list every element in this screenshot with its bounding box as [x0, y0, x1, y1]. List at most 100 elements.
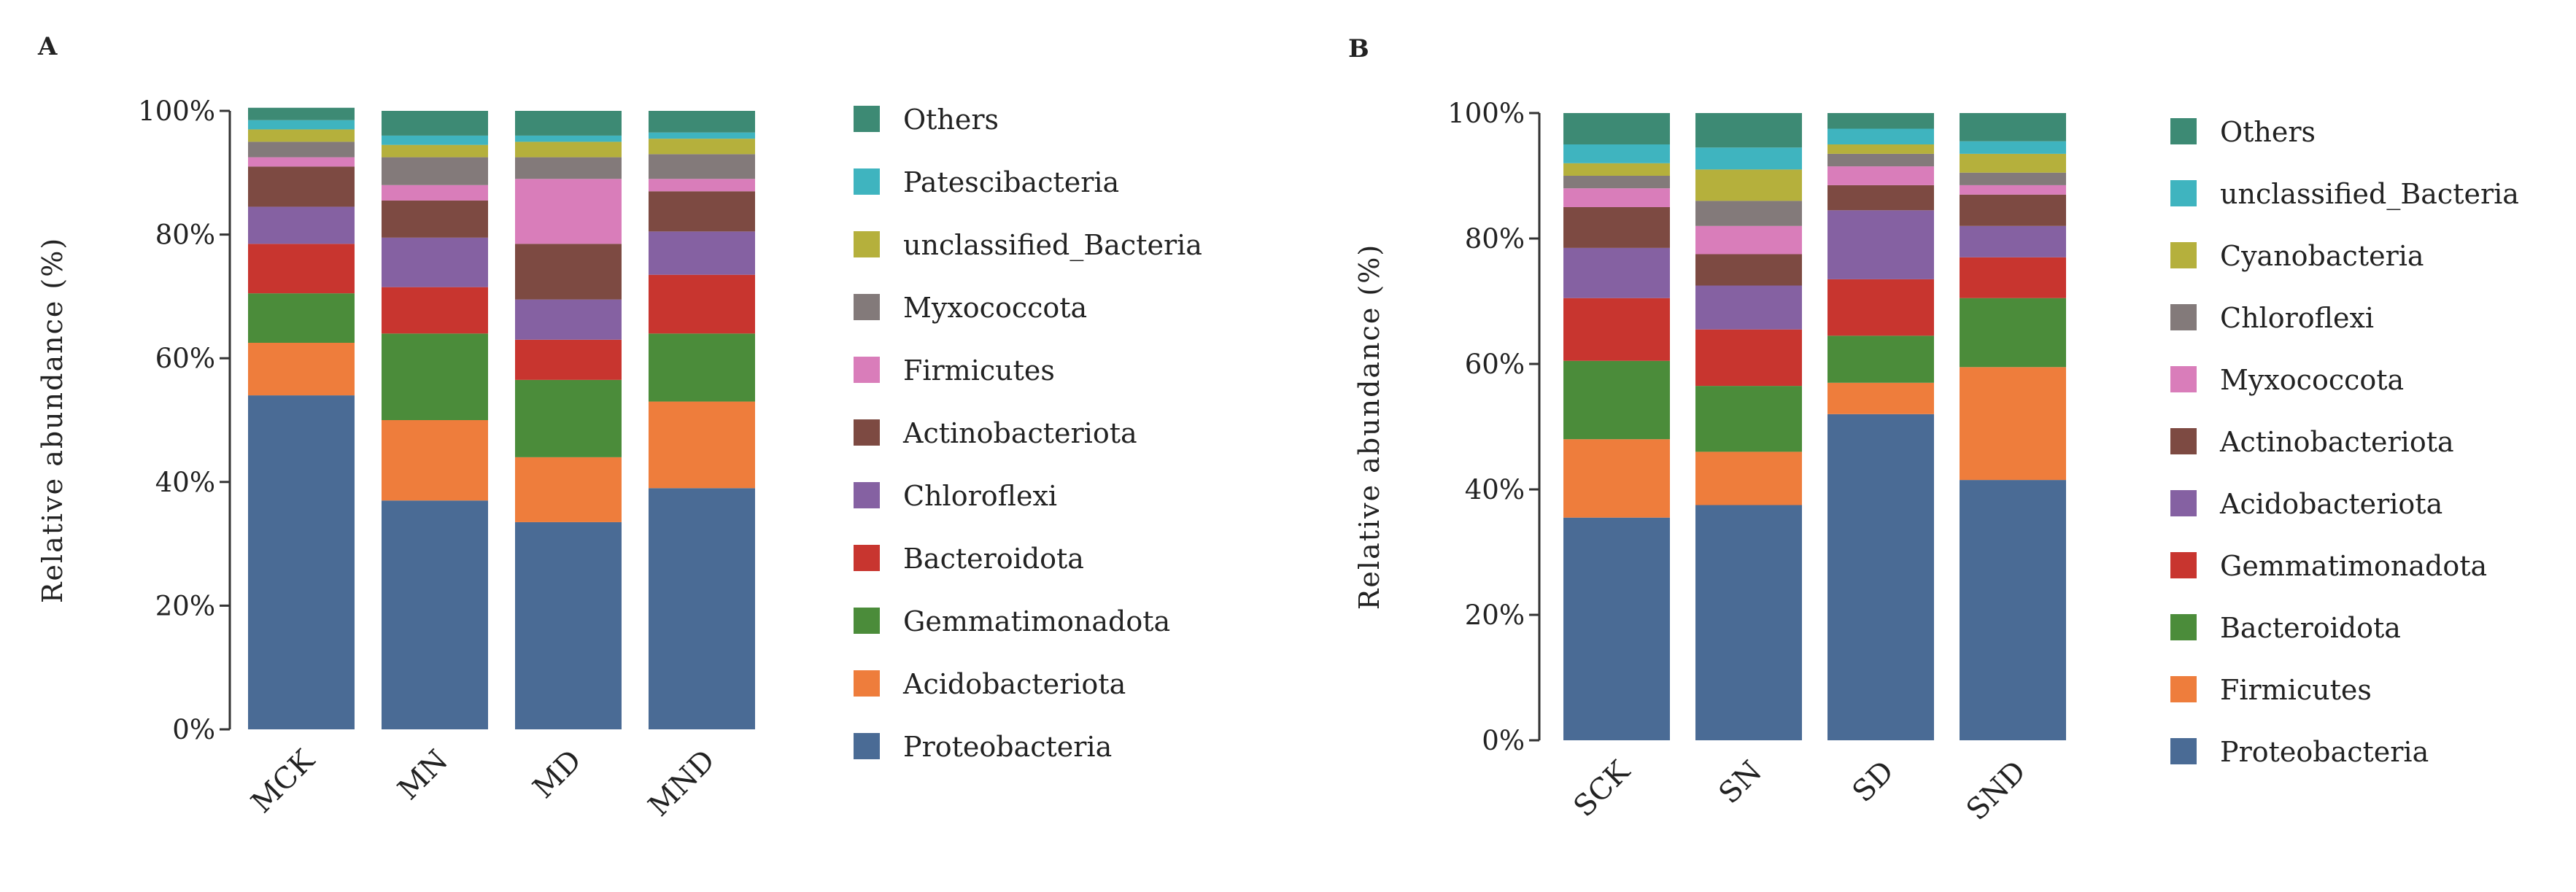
bar-segment	[382, 287, 488, 334]
bar-segment	[382, 420, 488, 501]
bar-segment	[515, 339, 622, 380]
bar-segment	[382, 185, 488, 201]
legend-label: unclassified_Bacteria	[903, 229, 1202, 262]
bar-segment	[1960, 225, 2066, 257]
legend-swatch	[2170, 552, 2197, 578]
bar-segment	[649, 488, 755, 729]
legend-swatch	[2170, 490, 2197, 516]
legend-swatch	[854, 608, 880, 634]
bar-segment	[1960, 172, 2066, 185]
legend-label: Acidobacteriota	[902, 668, 1126, 700]
panel-a: A Relative abundance (%) 0% 20% 40% 60% 80% 100…	[36, 32, 1202, 823]
y-tick-label: 20%	[1465, 600, 1525, 631]
x-tick-label: SN	[1712, 755, 1768, 811]
y-tick-label: 20%	[155, 590, 215, 621]
y-tick-label: 40%	[155, 467, 215, 498]
bar-segment	[248, 244, 355, 294]
bar-segment	[1563, 207, 1670, 248]
bar-segment	[649, 191, 755, 232]
bar-segment	[248, 166, 355, 207]
legend-swatch	[2170, 304, 2197, 330]
y-tick-label: 40%	[1465, 474, 1525, 505]
bar-segment	[649, 139, 755, 155]
legend-label: Actinobacteriota	[902, 417, 1137, 449]
legend-label: unclassified_Bacteria	[2220, 178, 2519, 211]
bar-segment	[515, 135, 622, 142]
legend-label: Bacteroidota	[2220, 612, 2401, 644]
bar-segment	[515, 379, 622, 457]
bar-segment	[248, 293, 355, 343]
bar-segment	[1827, 185, 1934, 211]
legend-swatch	[2170, 180, 2197, 206]
bar-segment	[1827, 144, 1934, 154]
legend-swatch	[2170, 428, 2197, 454]
x-tick-label: MND	[642, 744, 722, 823]
bar-segment	[515, 299, 622, 340]
legend-label: Actinobacteriota	[2219, 426, 2454, 458]
bar-segment	[515, 179, 622, 244]
legend-label: Proteobacteria	[903, 731, 1112, 763]
bar-segment	[1695, 169, 1802, 201]
bar-segment	[1563, 113, 1670, 144]
legend-label: Cyanobacteria	[2220, 240, 2424, 272]
bar-segment	[1563, 247, 1670, 298]
y-tick-label: 80%	[155, 220, 215, 251]
bar-segment	[382, 200, 488, 238]
x-tick-label: SCK	[1567, 754, 1636, 823]
bar-segment	[1960, 185, 2066, 195]
legend-swatch	[854, 670, 880, 697]
legend-swatch	[854, 294, 880, 320]
bar-segment	[515, 457, 622, 522]
y-axis-label: Relative abundance (%)	[1353, 244, 1385, 610]
legend-label: Bacteroidota	[903, 543, 1084, 575]
y-tick-label: 80%	[1465, 223, 1525, 255]
legend: Others Patescibacteria unclassified_Bacter…	[854, 104, 1202, 763]
bar-segment	[248, 395, 355, 729]
bar-segment	[649, 111, 755, 133]
bar-segment	[1960, 298, 2066, 368]
bar-segment	[515, 521, 622, 729]
bar-segment	[1563, 517, 1670, 740]
legend-swatch	[2170, 242, 2197, 268]
legend-label: Chloroflexi	[903, 480, 1057, 512]
bar-segment	[1960, 367, 2066, 481]
bar-segment	[248, 206, 355, 244]
y-axis-label: Relative abundance (%)	[36, 237, 69, 603]
panel-label: A	[37, 32, 58, 61]
bar-segment	[649, 132, 755, 139]
bar-segment	[1695, 201, 1802, 226]
bar-segment	[1827, 128, 1934, 144]
legend-swatch	[854, 106, 880, 132]
legend-swatch	[854, 545, 880, 571]
bar-segment	[1960, 113, 2066, 141]
legend-label: Firmicutes	[903, 354, 1055, 387]
bar-segment	[1960, 194, 2066, 226]
bar-segment	[382, 135, 488, 145]
bar-segment	[1827, 153, 1934, 167]
bar-segment	[1563, 163, 1670, 176]
y-tick-label: 60%	[1465, 349, 1525, 380]
bar-segment	[1960, 153, 2066, 173]
y-tick-label: 100%	[138, 96, 215, 127]
bar-segment	[1827, 113, 1934, 129]
legend-swatch	[2170, 614, 2197, 640]
x-tick-label: MCK	[245, 743, 322, 820]
bar-segment	[1563, 439, 1670, 518]
bar-segment	[1695, 451, 1802, 505]
legend-label: Chloroflexi	[2220, 302, 2374, 334]
bar-segment	[248, 141, 355, 158]
legend-swatch	[2170, 366, 2197, 392]
bar-segment	[1827, 414, 1934, 740]
bar-segment	[1827, 279, 1934, 336]
x-tick-label: MN	[392, 744, 455, 807]
x-tick-label: SD	[1846, 755, 1900, 810]
legend-swatch	[854, 231, 880, 257]
bar-segment	[382, 333, 488, 420]
bar-segment	[248, 157, 355, 167]
legend-swatch	[854, 168, 880, 195]
bar-segment	[649, 179, 755, 192]
legend-label: Proteobacteria	[2220, 736, 2429, 768]
legend-swatch	[2170, 118, 2197, 144]
legend: Others unclassified_Bacteria Cyanobacteria…	[2170, 116, 2519, 768]
